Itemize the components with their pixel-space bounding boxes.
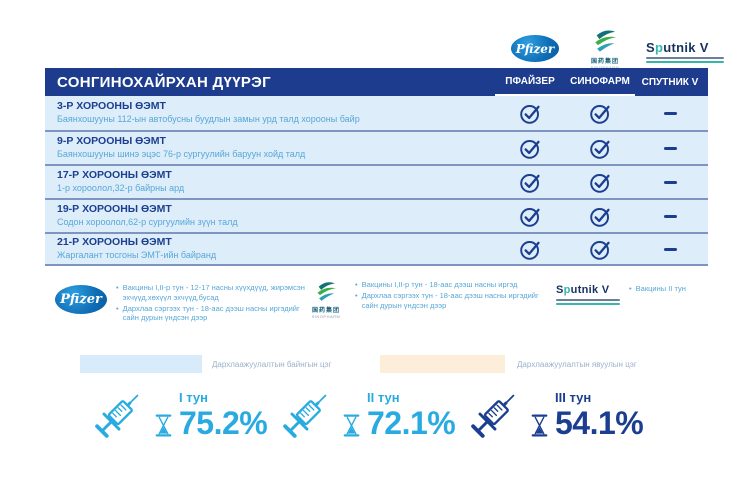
pfizer-logo-small: Pfizer [55,285,107,314]
note-bullet: • Дархлаа сэргээх тун - 18-аас дээш насны… [355,290,539,310]
point-name: 21-Р ХОРООНЫ ӨЭМТ [57,236,172,249]
syringe-icon [468,386,523,441]
sinopharm-note: 国药集团 SINOPHARM • Вакцины I,II-р тун - 18-… [306,280,541,319]
pfizer-logo: Pfizer [511,35,559,62]
sputnik-logo-text: Sputnik V [646,40,709,55]
column-header-sputnik: СПУТНИК V [641,76,699,88]
dash-icon [663,146,677,150]
table-row: 21-Р ХОРООНЫ ӨЭМТ Жаргалант тосгоны ЭМТ-… [45,232,708,266]
dose-stat-2: II тун 72.1% [278,385,456,443]
check-icon [589,173,610,193]
point-name: 3-Р ХОРООНЫ ӨЭМТ [57,100,166,113]
table-header: СОНГИНОХАЙРХАН ДҮҮРЭГ ПФАЙЗЕР СИНОФАРМ С… [45,68,708,96]
point-address: Содон хороолол,62-р сургуулийн зүүн талд [57,216,238,227]
note-bullet: • Дархлаа сэргээх тун - 18-аас дээш насны… [116,303,300,323]
sinopharm-mark-icon [317,282,336,301]
check-icon [519,173,540,193]
check-icon [519,104,540,124]
sputnik-logo: Sputnik V [646,41,746,63]
dash-icon [663,111,677,115]
legend-label-permanent: Дархлаажуулалтын байнгын цэг [212,360,332,369]
sputnik-tagline-line [646,57,724,59]
point-name: 9-Р ХОРООНЫ ӨЭМТ [57,135,166,148]
column-header-pfizer: ПФАЙЗЕР [495,68,565,96]
legend-swatch-permanent [80,355,202,373]
sputnik-note: Sputnik V • Вакцины II тун [556,284,686,305]
check-icon [519,139,540,159]
dose-value: 54.1% [555,405,644,441]
pfizer-logo-text: Pfizer [515,41,555,56]
check-icon [519,207,540,227]
note-bullet: • Вакцины I,II-р тун - 12-17 насны хүүхдү… [116,283,305,302]
note-bullet: • Вакцины I,II-р тун - 18-аас дээш насны … [355,280,518,289]
dose-label: II тун [367,390,400,405]
sinopharm-mark-icon [595,30,617,52]
table-row: 17-Р ХОРООНЫ ӨЭМТ 1-р хороолол,32-р байр… [45,164,708,198]
dose-value: 72.1% [367,405,456,441]
table-row: 9-Р ХОРООНЫ ӨЭМТ Баянхошууны шинэ эцэс 7… [45,130,708,164]
dash-icon [663,180,677,184]
check-icon [589,240,610,260]
vaccination-points-table: СОНГИНОХАЙРХАН ДҮҮРЭГ ПФАЙЗЕР СИНОФАРМ С… [45,68,708,266]
syringe-icon [280,386,335,441]
sputnik-underline [646,61,724,63]
legend-label-mobile: Дархлаажуулалтын явуулын цэг [517,360,637,369]
check-icon [589,104,610,124]
sputnik-logo-small: Sputnik V [556,284,620,305]
legend-swatch-mobile [380,355,505,373]
hourglass-icon [343,414,360,437]
sinopharm-logo: 国药集团 SINOPHARM [585,28,625,70]
check-icon [589,139,610,159]
dose-label: I тун [179,390,208,405]
point-address: 1-р хороолол,32-р байрны ард [57,182,185,193]
syringe-icon [92,386,147,441]
check-icon [519,240,540,260]
district-title: СОНГИНОХАЙРХАН ДҮҮРЭГ [57,73,271,91]
sinopharm-caption-en: SINOPHARM [585,65,625,71]
dash-icon [663,214,677,218]
dose-label: III тун [555,390,592,405]
table-row: 3-Р ХОРООНЫ ӨЭМТ Баянхошууны 112-ын авто… [45,96,708,130]
dose-value: 75.2% [179,405,268,441]
check-icon [589,207,610,227]
note-bullet: • Вакцины II тун [629,284,686,293]
table-row: 19-Р ХОРООНЫ ӨЭМТ Содон хороолол,62-р су… [45,198,708,232]
hourglass-icon [155,414,172,437]
dose-stat-3: III тун 54.1% [466,385,644,443]
dose-stat-1: I тун 75.2% [90,385,268,443]
point-name: 19-Р ХОРООНЫ ӨЭМТ [57,203,172,216]
dash-icon [663,247,677,251]
sinopharm-caption-cn: 国药集团 [590,59,619,65]
point-address: Жаргалант тосгоны ЭМТ-ийн байранд [57,249,217,260]
hourglass-icon [531,414,548,437]
point-address: Баянхошууны шинэ эцэс 76-р сургуулийн ба… [57,148,306,159]
column-header-sinopharm: СИНОФАРМ [565,68,635,96]
pfizer-note: Pfizer • Вакцины I,II-р тун - 12-17 насны… [55,283,310,323]
point-address: Баянхошууны 112-ын автобусны буудлын зам… [57,113,360,124]
sinopharm-logo-small: 国药集团 SINOPHARM [306,280,346,319]
point-name: 17-Р ХОРООНЫ ӨЭМТ [57,169,172,182]
